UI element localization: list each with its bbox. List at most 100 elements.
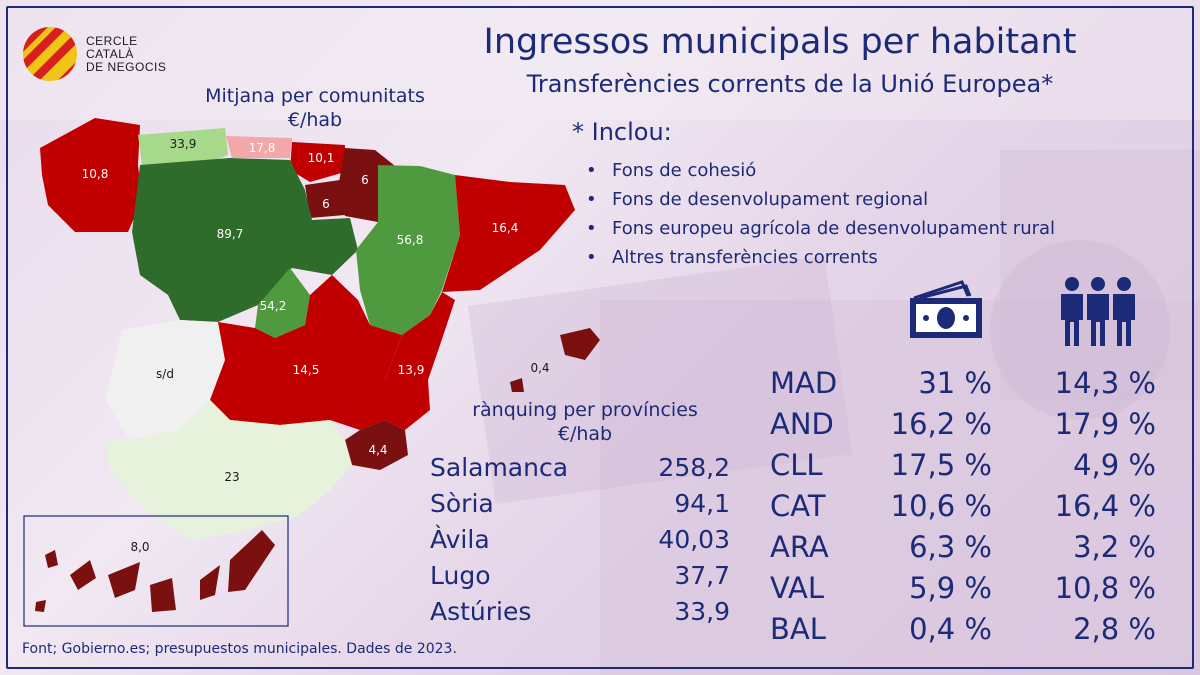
label-galicia: 10,8 — [82, 167, 109, 181]
map-caption: Mitjana per comunitats €/hab — [180, 84, 450, 132]
province-value: 258,2 — [658, 453, 730, 482]
ranking-row: Àvila 40,03 — [430, 522, 730, 558]
region-baleares — [510, 328, 600, 392]
region-madrid — [255, 268, 310, 338]
stats-row: VAL 5,9 % 10,8 % — [770, 568, 1160, 609]
region-cataluna — [442, 175, 575, 292]
map-caption-line-2: €/hab — [287, 109, 343, 131]
province-name: Astúries — [430, 597, 532, 626]
label-castilla-leon: 89,7 — [217, 227, 244, 241]
logo-icon — [23, 27, 77, 81]
label-valencia: 13,9 — [398, 363, 425, 377]
population-share: 17,9 % — [1054, 407, 1156, 441]
population-share: 14,3 % — [1054, 366, 1156, 400]
people-icon — [1061, 277, 1135, 346]
region-galicia — [40, 118, 142, 232]
stats-row: CLL 17,5 % 4,9 % — [770, 445, 1160, 486]
page-title: Ingressos municipals per habitant — [483, 22, 1077, 62]
region-pais-vasco — [290, 142, 345, 182]
label-asturias: 33,9 — [170, 137, 197, 151]
population-share: 2,8 % — [1073, 612, 1156, 646]
population-share: 4,9 % — [1073, 448, 1156, 482]
region-castilla-la-mancha — [210, 275, 402, 430]
money-icon — [910, 280, 982, 338]
label-andalucia: 23 — [224, 470, 239, 484]
money-share: 5,9 % — [909, 571, 992, 605]
ranking-row: Lugo 37,7 — [430, 558, 730, 594]
region-code: VAL — [770, 571, 824, 605]
money-share: 0,4 % — [909, 612, 992, 646]
population-share: 10,8 % — [1054, 571, 1156, 605]
stats-row: CAT 10,6 % 16,4 % — [770, 486, 1160, 527]
region-code: CAT — [770, 489, 826, 523]
inclou-item: Fons de cohesió — [586, 156, 1055, 185]
label-aragon: 56,8 — [397, 233, 424, 247]
ranking-caption-line-2: €/hab — [557, 423, 613, 445]
inclou-list: Fons de cohesió Fons de desenvolupament … — [586, 156, 1055, 272]
region-castilla-leon — [132, 158, 358, 322]
label-cantabria: 17,8 — [249, 141, 276, 155]
inclou-item: Fons de desenvolupament regional — [586, 185, 1055, 214]
region-andalucia — [105, 400, 352, 540]
region-code: AND — [770, 407, 834, 441]
label-extremadura: s/d — [156, 367, 174, 381]
label-madrid: 54,2 — [260, 299, 287, 313]
logo: CERCLE CATALÀ DE NEGOCIS — [22, 26, 166, 82]
region-canarias — [35, 530, 275, 612]
logo-line-2: CATALÀ — [86, 46, 134, 61]
region-asturias — [138, 128, 228, 168]
region-rioja — [305, 180, 345, 218]
page-frame — [6, 6, 1194, 669]
label-pais-vasco: 10,1 — [308, 151, 335, 165]
money-share: 17,5 % — [890, 448, 992, 482]
stats-row: AND 16,2 % 17,9 % — [770, 404, 1160, 445]
label-castilla-la-mancha: 14,5 — [293, 363, 320, 377]
page-subtitle: Transferències corrents de la Unió Europ… — [526, 70, 1054, 98]
stats-row: BAL 0,4 % 2,8 % — [770, 609, 1160, 650]
label-cataluna: 16,4 — [492, 221, 519, 235]
money-share: 16,2 % — [890, 407, 992, 441]
region-aragon — [356, 165, 460, 335]
province-name: Salamanca — [430, 453, 569, 482]
province-name: Lugo — [430, 561, 491, 590]
money-share: 10,6 % — [890, 489, 992, 523]
label-murcia: 4,4 — [368, 443, 387, 457]
label-canarias: 8,0 — [130, 540, 149, 554]
region-code: MAD — [770, 366, 838, 400]
province-name: Àvila — [430, 525, 490, 554]
ranking-table: Salamanca 258,2 Sòria 94,1 Àvila 40,03 L… — [430, 450, 730, 630]
source-footnote: Font; Gobierno.es; presupuestos municipa… — [22, 641, 457, 657]
label-navarra: 6 — [361, 173, 369, 187]
region-valencia — [385, 292, 455, 430]
province-name: Sòria — [430, 489, 494, 518]
inclou-title: * Inclou: — [572, 118, 672, 146]
population-share: 3,2 % — [1073, 530, 1156, 564]
province-value: 33,9 — [674, 597, 730, 626]
stats-row: MAD 31 % 14,3 % — [770, 363, 1160, 404]
money-share: 31 % — [918, 366, 992, 400]
region-code: ARA — [770, 530, 829, 564]
logo-line-1: CERCLE — [86, 33, 138, 48]
province-value: 37,7 — [674, 561, 730, 590]
ranking-caption-line-1: rànquing per províncies — [472, 399, 698, 421]
ranking-row: Sòria 94,1 — [430, 486, 730, 522]
logo-line-3: DE NEGOCIS — [86, 59, 167, 74]
map-caption-line-1: Mitjana per comunitats — [205, 85, 425, 107]
region-murcia — [345, 420, 408, 470]
logo-text: CERCLE CATALÀ DE NEGOCIS — [86, 33, 167, 74]
ranking-row: Salamanca 258,2 — [430, 450, 730, 486]
inclou-item: Altres transferències corrents — [586, 243, 1055, 272]
population-share: 16,4 % — [1054, 489, 1156, 523]
region-extremadura — [105, 320, 225, 440]
label-rioja: 6 — [322, 197, 330, 211]
stats-row: ARA 6,3 % 3,2 % — [770, 527, 1160, 568]
inclou-item: Fons europeu agrícola de desenvolupament… — [586, 214, 1055, 243]
spain-map: 10,8 33,9 17,8 10,1 6 6 89,7 56,8 16,4 5… — [23, 118, 600, 627]
canarias-inset-frame — [23, 515, 289, 627]
region-code: CLL — [770, 448, 823, 482]
region-code: BAL — [770, 612, 826, 646]
stats-table: MAD 31 % 14,3 % AND 16,2 % 17,9 % CLL 17… — [770, 363, 1160, 650]
ranking-row: Astúries 33,9 — [430, 594, 730, 630]
money-share: 6,3 % — [909, 530, 992, 564]
